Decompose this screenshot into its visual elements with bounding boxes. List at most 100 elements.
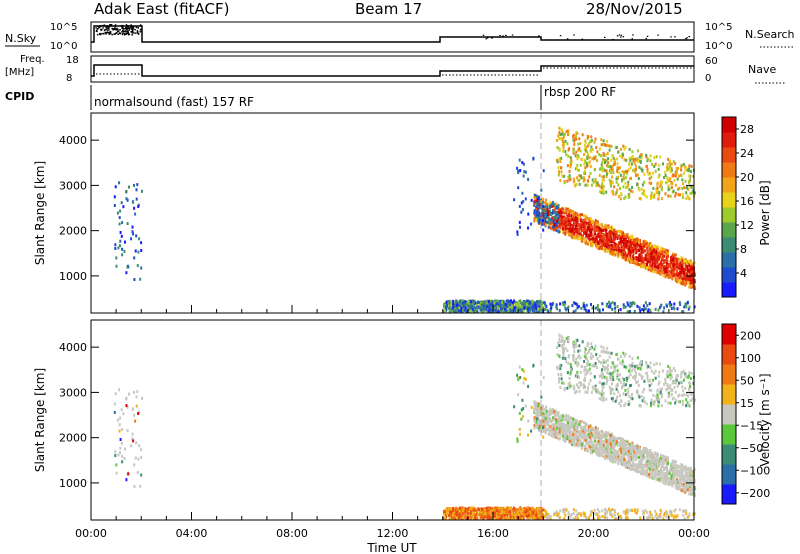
power-cell: [120, 234, 123, 238]
power-cell: [638, 155, 641, 159]
power-cell: [688, 197, 691, 201]
velocity-cell: [140, 448, 143, 452]
power-cell: [598, 147, 601, 151]
velocity-cell: [120, 408, 123, 412]
power-cell: [495, 299, 498, 303]
power-cell: [682, 171, 685, 175]
velocity-cell: [629, 508, 632, 512]
power-cell: [556, 158, 559, 162]
power-cell: [598, 153, 601, 156]
power-cell: [577, 142, 580, 146]
velocity-cell: [683, 517, 686, 521]
power-cell: [641, 183, 644, 187]
power-cell: [538, 214, 541, 217]
velocity-cell: [476, 508, 479, 512]
velocity-cell: [458, 506, 461, 510]
power-cell: [611, 168, 614, 172]
nsky-noise-dot: [566, 38, 569, 40]
power-cell: [518, 301, 521, 305]
power-cell: [609, 239, 612, 243]
power-cell: [688, 180, 690, 184]
power-cell: [119, 231, 122, 234]
velocity-cell: [462, 508, 465, 512]
velocity-cell: [118, 423, 121, 427]
velocity-cell: [529, 516, 532, 519]
nsky-noise-dot: [106, 31, 109, 34]
power-cell: [482, 306, 485, 310]
power-cell: [664, 174, 667, 177]
power-cell: [688, 269, 691, 273]
velocity-cell: [678, 508, 681, 512]
power-cell: [552, 216, 555, 219]
power-cell: [672, 263, 675, 267]
power-cell: [588, 234, 591, 238]
power-cell: [568, 178, 571, 182]
velocity-cell: [136, 471, 139, 475]
nsky-noise-dot: [135, 32, 137, 34]
power-cell: [559, 208, 562, 212]
power-cell: [636, 259, 639, 263]
power-cell: [623, 253, 626, 256]
power-cell: [610, 230, 613, 234]
velocity-cell: [597, 516, 599, 520]
velocity-cell: [562, 510, 565, 513]
power-cell: [544, 308, 547, 311]
velocity-cell: [557, 512, 560, 516]
power-cell: [574, 235, 577, 239]
power-cell: [612, 248, 615, 252]
power-colorbar-swatch: [722, 282, 736, 298]
nsky-noise-dot: [132, 27, 135, 29]
power-cell: [600, 143, 603, 147]
power-cell: [545, 212, 548, 216]
power-ytick-label: 1000: [59, 270, 87, 283]
power-cell: [563, 300, 566, 304]
nsky-noise-dot: [127, 26, 129, 28]
power-cell: [533, 309, 535, 313]
power-cell: [495, 308, 498, 311]
power-cell: [572, 177, 575, 181]
nsky-noise-dot: [136, 31, 139, 33]
power-cell: [652, 270, 655, 273]
power-cell: [587, 161, 590, 165]
power-cell: [681, 178, 684, 182]
power-cell: [656, 261, 659, 265]
power-cell: [621, 235, 624, 238]
power-cell: [575, 137, 578, 141]
power-cell: [467, 305, 469, 308]
power-cell: [521, 310, 524, 314]
power-cell: [489, 310, 492, 314]
power-cell: [608, 148, 611, 152]
power-cell: [609, 249, 612, 253]
power-cell: [674, 191, 677, 195]
nsky-noise-dot: [108, 26, 110, 29]
power-cell: [638, 258, 641, 262]
power-cell: [551, 227, 554, 231]
velocity-cell: [490, 513, 493, 517]
power-cell: [491, 301, 493, 305]
power-cell: [534, 194, 537, 197]
nsky-noise-dot: [102, 33, 105, 35]
power-cell: [624, 186, 627, 190]
power-cell: [636, 262, 639, 266]
power-cell: [569, 156, 572, 160]
velocity-cell: [693, 468, 696, 472]
power-cell: [115, 256, 118, 260]
velocity-cell: [456, 516, 459, 520]
power-cell: [561, 130, 564, 134]
power-cell: [601, 235, 604, 238]
power-cell: [652, 187, 655, 190]
power-cell: [628, 156, 631, 160]
power-cell: [658, 269, 661, 273]
power-cell: [684, 283, 687, 287]
velocity-cell: [590, 510, 592, 513]
power-cell: [487, 303, 490, 307]
power-cell: [627, 168, 630, 172]
power-cell: [520, 305, 523, 309]
velocity-cell: [457, 510, 459, 514]
power-cell: [656, 181, 659, 185]
power-cell: [545, 198, 548, 202]
power-cell: [593, 140, 596, 144]
nsky-tick-bottom: 10^0: [50, 41, 77, 52]
power-cell: [631, 157, 634, 161]
